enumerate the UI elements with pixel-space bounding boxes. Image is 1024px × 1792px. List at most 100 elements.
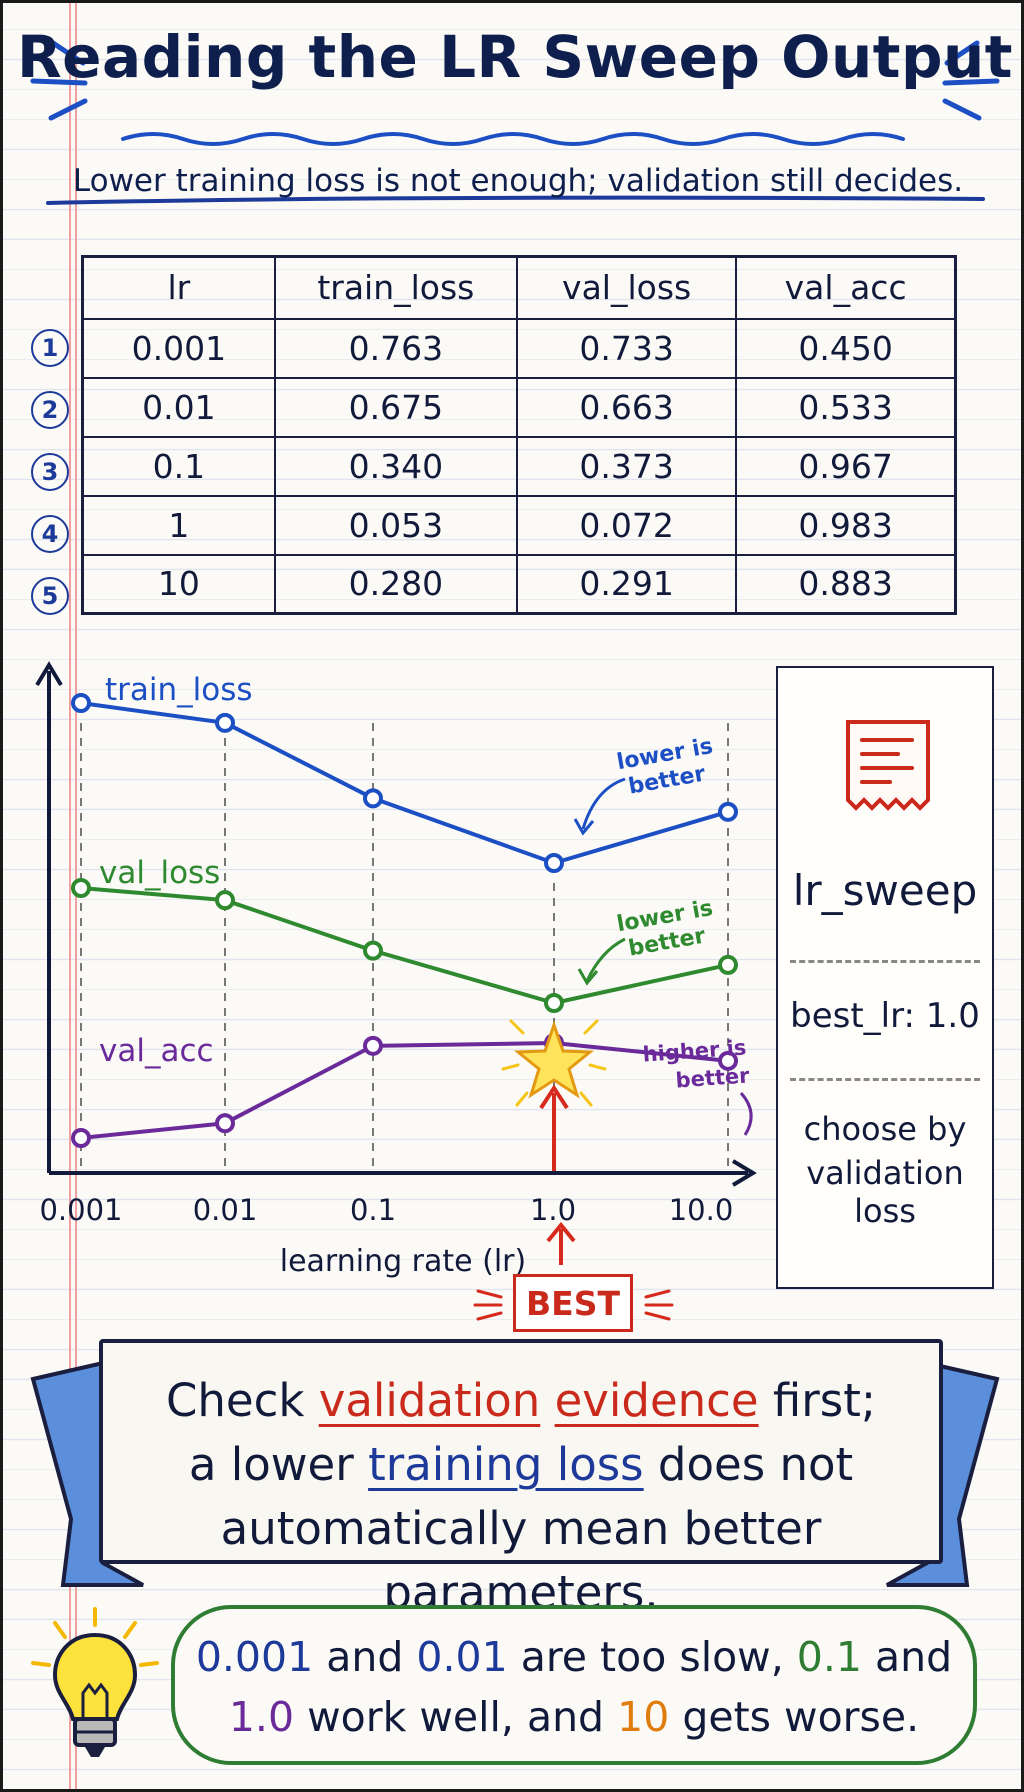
tip-text: and bbox=[313, 1633, 417, 1681]
cell-train-loss: 0.763 bbox=[273, 317, 519, 379]
cell-val-loss: 0.072 bbox=[515, 494, 738, 556]
tip-line-1: 0.001 and 0.01 are too slow, 0.1 and bbox=[175, 1627, 973, 1687]
tip-text: gets worse. bbox=[669, 1693, 920, 1741]
tip-lr-slow-2: 0.01 bbox=[416, 1633, 508, 1681]
row-number-badge: 3 bbox=[31, 453, 69, 491]
cell-train-loss: 0.280 bbox=[273, 553, 519, 615]
table-row: 0.1 0.340 0.373 0.967 bbox=[81, 435, 957, 497]
tip-lr-bad: 10 bbox=[617, 1693, 670, 1741]
cell-val-loss: 0.733 bbox=[515, 317, 738, 379]
x-tick-label: 0.001 bbox=[39, 1193, 122, 1227]
banner-line-2: a lower training loss does not bbox=[103, 1433, 939, 1497]
notebook-margin-line bbox=[69, 3, 71, 1789]
cell-val-loss: 0.291 bbox=[515, 553, 738, 615]
x-axis-label: learning rate (lr) bbox=[280, 1244, 526, 1279]
series-label-train-loss: train_loss bbox=[105, 672, 253, 708]
x-tick-label: 0.01 bbox=[193, 1193, 258, 1227]
tip-text: work well, and bbox=[294, 1693, 618, 1741]
cell-val-loss: 0.373 bbox=[515, 435, 738, 497]
cell-val-acc: 0.967 bbox=[735, 435, 957, 497]
receipt-sweep-name: lr_sweep bbox=[792, 866, 978, 915]
table-header-row: lr train_loss val_loss val_acc bbox=[81, 255, 957, 320]
tip-lr-slow-1: 0.001 bbox=[195, 1633, 314, 1681]
table-row: 0.001 0.763 0.733 0.450 bbox=[81, 317, 957, 379]
annotation-arrow-acc bbox=[739, 1091, 753, 1136]
banner-emphasis-training-loss: training loss bbox=[368, 1438, 644, 1491]
cell-val-acc: 0.983 bbox=[735, 494, 957, 556]
sweep-results-table: lr train_loss val_loss val_acc 0.001 0.7… bbox=[81, 255, 957, 615]
y-axis-arrow bbox=[35, 661, 63, 687]
receipt-rule-line1: choose by bbox=[803, 1110, 967, 1148]
cell-val-acc: 0.450 bbox=[735, 317, 957, 379]
tip-line-2: 1.0 work well, and 10 gets worse. bbox=[175, 1687, 973, 1747]
page-title: Reading the LR Sweep Output bbox=[17, 23, 1013, 91]
key-takeaway-banner: Check validation evidence first; a lower… bbox=[99, 1339, 943, 1619]
best-emphasis-marks bbox=[473, 1289, 674, 1321]
data-point-val-loss bbox=[544, 993, 564, 1013]
column-header-lr: lr bbox=[81, 255, 276, 320]
cell-train-loss: 0.053 bbox=[273, 494, 519, 556]
row-number-badge: 2 bbox=[31, 391, 69, 429]
banner-text: Check bbox=[165, 1374, 319, 1427]
title-decorations bbox=[30, 40, 1000, 205]
banner-space bbox=[540, 1374, 554, 1427]
banner-line-1: Check validation evidence first; bbox=[103, 1369, 939, 1433]
cell-train-loss: 0.675 bbox=[273, 376, 519, 438]
x-tick-label: 0.1 bbox=[350, 1193, 396, 1227]
data-point-val-acc bbox=[71, 1128, 91, 1148]
receipt-icon bbox=[846, 720, 930, 811]
x-axis-arrow bbox=[731, 1159, 757, 1187]
column-header-train-loss: train_loss bbox=[273, 255, 519, 320]
banner-text: does not bbox=[643, 1438, 854, 1491]
data-point-val-acc bbox=[363, 1035, 383, 1056]
tip-lr-good-2: 1.0 bbox=[228, 1693, 295, 1741]
banner-text: a lower bbox=[188, 1438, 369, 1491]
lightbulb-icon bbox=[31, 1607, 159, 1757]
x-tick-label: 1.0 bbox=[530, 1193, 576, 1227]
page-subtitle: Lower training loss is not enough; valid… bbox=[72, 163, 964, 199]
cell-val-loss: 0.663 bbox=[515, 376, 738, 438]
tip-text: are too slow, bbox=[507, 1633, 797, 1681]
star-icon bbox=[501, 1019, 607, 1107]
lr-sweep-chart: 0.001 0.01 0.1 1.0 10.0 learning rate (l… bbox=[35, 661, 757, 1321]
row-number-badge: 5 bbox=[31, 577, 69, 615]
best-label: BEST bbox=[513, 1274, 633, 1332]
table-row: 1 0.053 0.072 0.983 bbox=[81, 494, 957, 556]
series-label-val-loss: val_loss bbox=[99, 855, 220, 891]
data-point-train-loss bbox=[544, 853, 564, 873]
column-header-val-loss: val_loss bbox=[515, 255, 738, 320]
data-point-val-loss bbox=[718, 954, 738, 975]
data-point-val-loss bbox=[71, 878, 91, 898]
data-point-train-loss bbox=[363, 788, 383, 809]
row-number-badge: 1 bbox=[31, 329, 69, 367]
column-header-val-acc: val_acc bbox=[735, 255, 957, 320]
cell-train-loss: 0.340 bbox=[273, 435, 519, 497]
banner-emphasis-evidence: evidence bbox=[554, 1374, 759, 1427]
cell-lr: 0.001 bbox=[81, 317, 276, 379]
banner-emphasis-validation: validation bbox=[318, 1374, 541, 1427]
data-point-train-loss bbox=[215, 712, 235, 733]
banner-text: first; bbox=[758, 1374, 877, 1427]
x-tick-label: 10.0 bbox=[669, 1193, 734, 1227]
cell-val-acc: 0.883 bbox=[735, 553, 957, 615]
receipt-divider bbox=[790, 1078, 980, 1081]
data-point-val-acc bbox=[718, 1050, 738, 1071]
sweep-summary-card: lr_sweep best_lr: 1.0 choose by validati… bbox=[776, 666, 994, 1289]
cell-val-acc: 0.533 bbox=[735, 376, 957, 438]
cell-lr: 0.01 bbox=[81, 376, 276, 438]
tip-text: and bbox=[862, 1633, 953, 1681]
cell-lr: 1 bbox=[81, 494, 276, 556]
data-point-val-loss bbox=[363, 940, 383, 961]
data-point-val-loss bbox=[215, 890, 235, 911]
annotation-arrow-val bbox=[585, 937, 626, 982]
receipt-divider bbox=[790, 960, 980, 963]
table-row: 10 0.280 0.291 0.883 bbox=[81, 553, 957, 615]
cell-lr: 0.1 bbox=[81, 435, 276, 497]
table-row: 0.01 0.675 0.663 0.533 bbox=[81, 376, 957, 438]
title-container: Reading the LR Sweep Output bbox=[3, 23, 1024, 91]
data-point-val-acc bbox=[215, 1113, 235, 1134]
receipt-best-lr: best_lr: 1.0 bbox=[790, 996, 980, 1036]
cell-lr: 10 bbox=[81, 553, 276, 615]
series-label-val-acc: val_acc bbox=[99, 1033, 214, 1069]
data-point-train-loss bbox=[718, 801, 738, 822]
